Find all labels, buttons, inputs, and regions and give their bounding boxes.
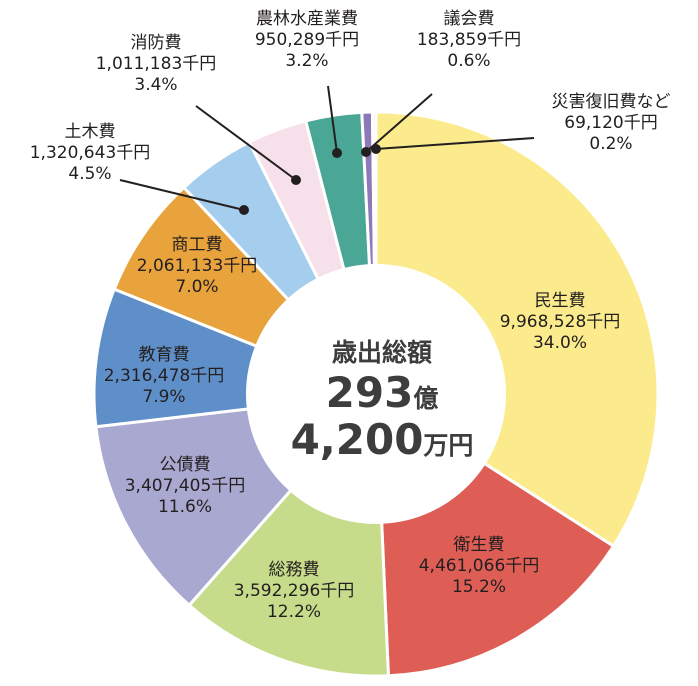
- slice-name: 消防費: [131, 33, 182, 53]
- slice-label-8: 消防費 1,011,183千円 3.4%: [96, 33, 217, 95]
- slice-amount: 2,061,133千円: [137, 256, 258, 276]
- center-total: 歳出総額 293億 4,200万円: [291, 338, 474, 464]
- slice-amount: 183,859千円: [417, 30, 521, 50]
- slice-amount: 4,461,066千円: [419, 556, 540, 576]
- leader-line-8: [195, 105, 297, 181]
- slice-percent: 0.6%: [447, 51, 490, 71]
- leader-line-10: [365, 93, 433, 153]
- slice-percent: 4.5%: [68, 164, 111, 184]
- slice-name: 民生費: [535, 291, 586, 311]
- leader-dot-8: [291, 175, 301, 185]
- slice-label-6: 商工費 2,061,133千円 7.0%: [137, 235, 258, 297]
- center-title: 歳出総額: [332, 338, 432, 367]
- slice-name: 商工費: [172, 235, 223, 255]
- center-man-unit: 万円: [423, 431, 473, 460]
- slice-amount: 2,316,478千円: [104, 366, 225, 386]
- slice-percent: 3.2%: [285, 51, 328, 71]
- slice-label-7: 土木費 1,320,643千円 4.5%: [30, 122, 151, 184]
- slice-percent: 3.4%: [134, 75, 177, 95]
- leader-dot-7: [239, 205, 249, 215]
- slice-percent: 11.6%: [158, 497, 212, 517]
- slice-percent: 7.0%: [175, 277, 218, 297]
- slice-name: 公債費: [160, 455, 211, 475]
- slice-name: 議会費: [444, 9, 495, 29]
- slice-amount: 3,592,296千円: [234, 581, 355, 601]
- slice-label-1: 民生費 9,968,528千円 34.0%: [500, 291, 621, 353]
- slice-label-9: 農林水産業費 950,289千円 3.2%: [255, 9, 359, 71]
- slice-amount: 1,320,643千円: [30, 143, 151, 163]
- slice-name: 衛生費: [454, 535, 505, 555]
- slice-label-4: 公債費 3,407,405千円 11.6%: [125, 455, 246, 517]
- donut-hole: [246, 264, 506, 524]
- slice-amount: 9,968,528千円: [500, 312, 621, 332]
- leader-dot-10: [361, 147, 371, 157]
- slice-percent: 12.2%: [267, 602, 321, 622]
- slice-percent: 0.2%: [589, 134, 632, 154]
- slice-amount: 950,289千円: [255, 30, 359, 50]
- slice-name: 教育費: [139, 345, 190, 365]
- slice-label-2: 衛生費 4,461,066千円 15.2%: [419, 535, 540, 597]
- slice-label-10: 議会費 183,859千円 0.6%: [417, 9, 521, 71]
- slice-label-5: 教育費 2,316,478千円 7.9%: [104, 345, 225, 407]
- center-man-num: 4,200: [291, 415, 424, 464]
- slice-amount: 69,120千円: [564, 113, 657, 133]
- center-oku-unit: 億: [413, 384, 438, 413]
- leader-line-11: [375, 137, 535, 150]
- slice-name: 土木費: [65, 122, 116, 142]
- slice-name: 災害復旧費など: [552, 92, 671, 112]
- slice-name: 総務費: [269, 560, 320, 580]
- slice-name: 農林水産業費: [256, 9, 358, 29]
- slice-percent: 7.9%: [142, 387, 185, 407]
- leader-line-7: [119, 179, 245, 211]
- center-oku-num: 293: [326, 368, 414, 417]
- slice-percent: 34.0%: [533, 333, 587, 353]
- leader-line-9: [327, 85, 338, 154]
- leader-dot-11: [371, 144, 381, 154]
- slice-percent: 15.2%: [452, 577, 506, 597]
- slice-label-3: 総務費 3,592,296千円 12.2%: [234, 560, 355, 622]
- center-man: 4,200万円: [291, 415, 474, 464]
- center-oku: 293億: [326, 368, 439, 417]
- leader-dot-9: [332, 148, 342, 158]
- slice-amount: 3,407,405千円: [125, 476, 246, 496]
- slice-label-11: 災害復旧費など 69,120千円 0.2%: [552, 92, 671, 154]
- slice-amount: 1,011,183千円: [96, 54, 217, 74]
